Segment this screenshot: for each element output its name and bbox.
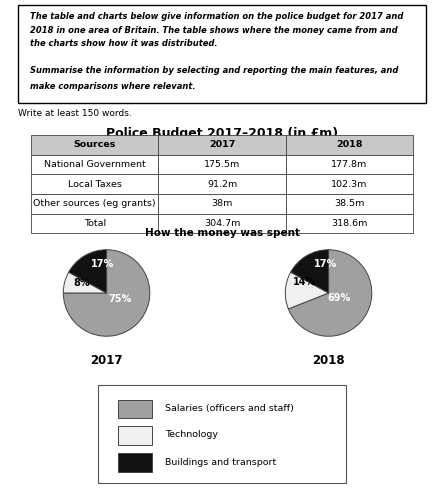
Text: Salaries (officers and staff): Salaries (officers and staff) xyxy=(165,404,293,413)
Wedge shape xyxy=(291,250,329,293)
Bar xyxy=(118,399,152,418)
Text: 2018 in one area of Britain. The table shows where the money came from and: 2018 in one area of Britain. The table s… xyxy=(30,26,398,35)
Wedge shape xyxy=(69,250,107,293)
Text: the charts show how it was distributed.: the charts show how it was distributed. xyxy=(30,39,218,48)
Text: Buildings and transport: Buildings and transport xyxy=(165,458,276,467)
Text: 2017: 2017 xyxy=(90,354,123,367)
Text: Police Budget 2017–2018 (in £m): Police Budget 2017–2018 (in £m) xyxy=(106,127,338,140)
Bar xyxy=(118,454,152,472)
Text: The table and charts below give information on the police budget for 2017 and: The table and charts below give informat… xyxy=(30,12,404,21)
Text: 17%: 17% xyxy=(313,259,337,269)
Text: 69%: 69% xyxy=(327,293,351,303)
Text: 75%: 75% xyxy=(108,294,131,304)
Wedge shape xyxy=(285,272,329,309)
Wedge shape xyxy=(288,250,372,336)
Text: 2018: 2018 xyxy=(312,354,345,367)
Wedge shape xyxy=(63,250,150,336)
Text: How the money was spent: How the money was spent xyxy=(144,228,300,238)
Text: Write at least 150 words.: Write at least 150 words. xyxy=(18,109,131,118)
Text: Summarise the information by selecting and reporting the main features, and: Summarise the information by selecting a… xyxy=(30,66,398,75)
Bar xyxy=(118,426,152,445)
Text: 14%: 14% xyxy=(293,277,316,287)
Text: Technology: Technology xyxy=(165,431,218,439)
Text: make comparisons where relevant.: make comparisons where relevant. xyxy=(30,81,195,91)
Wedge shape xyxy=(63,272,107,293)
Text: 8%: 8% xyxy=(73,279,90,289)
Text: 17%: 17% xyxy=(91,259,114,269)
